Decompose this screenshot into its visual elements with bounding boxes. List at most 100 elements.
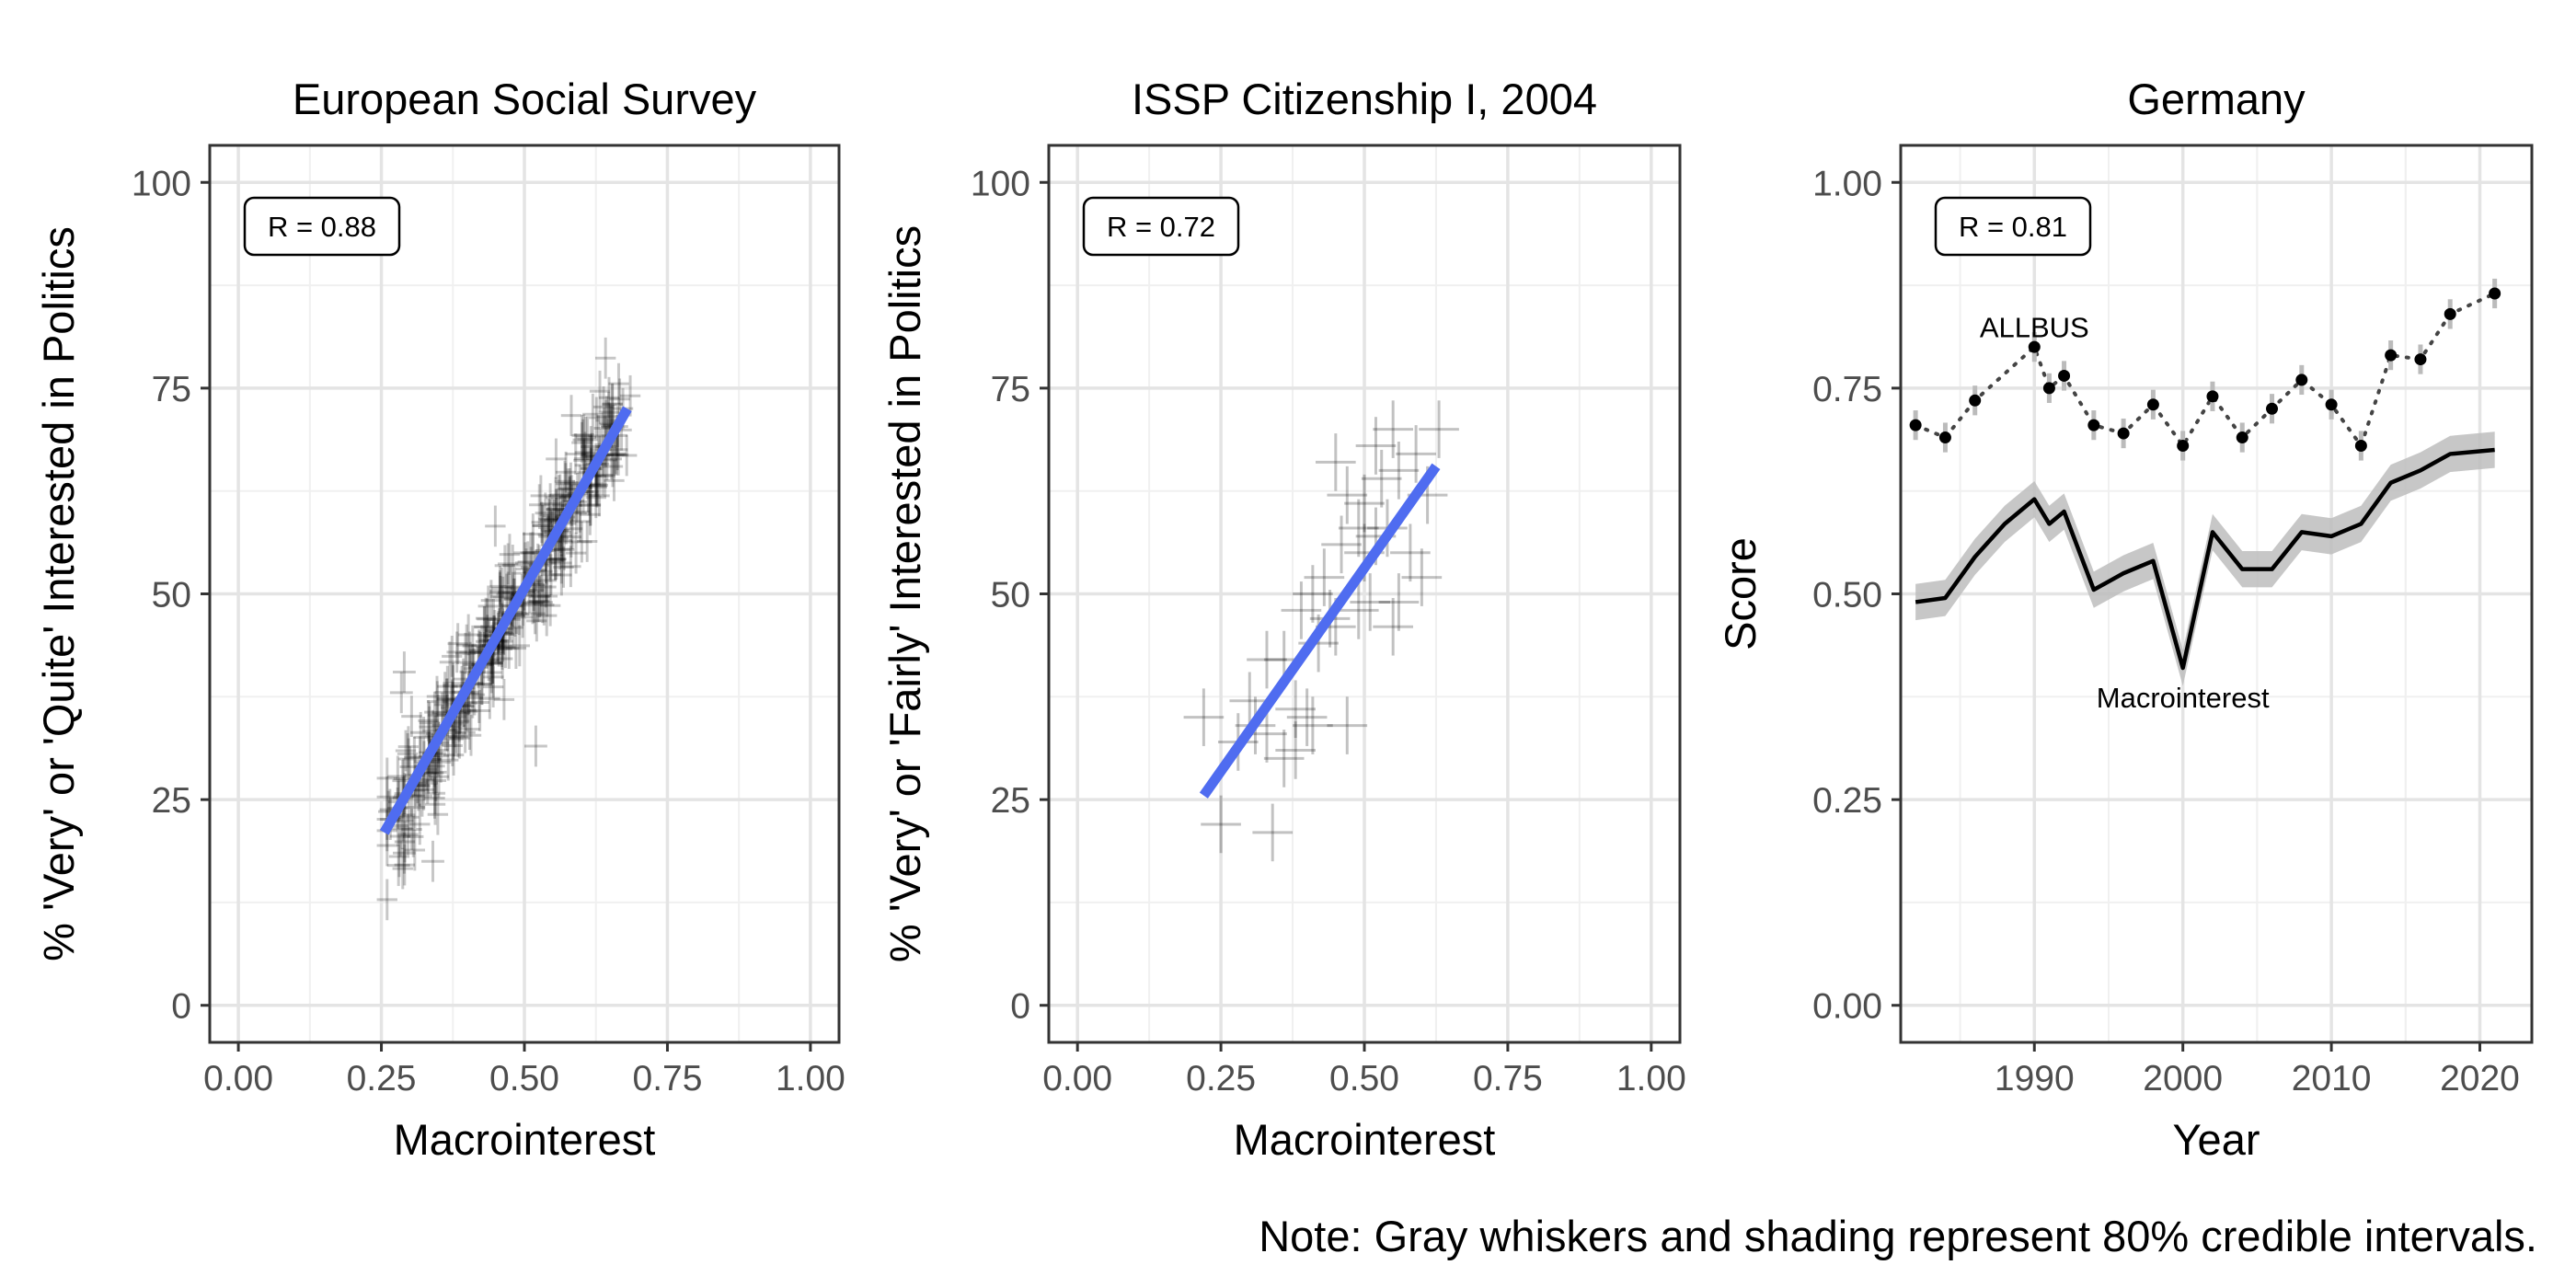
data-point xyxy=(417,762,438,804)
data-point xyxy=(489,570,511,612)
allbus-point xyxy=(2177,431,2190,461)
data-point xyxy=(447,623,468,665)
point-marker xyxy=(2325,398,2338,411)
data-point xyxy=(1304,548,1345,606)
point-marker xyxy=(2117,427,2130,440)
y-tick-label: 75 xyxy=(152,370,191,409)
data-point xyxy=(598,376,620,419)
data-point xyxy=(376,776,397,818)
allbus-point xyxy=(2354,431,2367,461)
data-point xyxy=(535,559,558,602)
point-marker xyxy=(2354,439,2367,452)
data-point xyxy=(409,803,431,845)
point-marker xyxy=(2087,419,2100,431)
data-point xyxy=(529,576,550,617)
data-point xyxy=(427,793,449,835)
y-tick-label: 50 xyxy=(991,576,1030,615)
gridlines xyxy=(1049,145,1680,1042)
allbus-point xyxy=(1969,385,1982,416)
data-point xyxy=(398,796,420,838)
data-point xyxy=(548,475,569,517)
point-marker xyxy=(2206,390,2219,403)
data-point xyxy=(529,484,550,526)
data-point xyxy=(594,454,615,497)
data-point xyxy=(489,576,512,617)
data-point xyxy=(1373,400,1414,458)
data-point xyxy=(445,712,466,753)
data-point xyxy=(397,738,420,780)
data-point xyxy=(554,460,576,502)
allbus-line xyxy=(1914,292,2497,450)
data-point xyxy=(1327,466,1368,524)
data-point xyxy=(1252,803,1294,862)
data-point xyxy=(539,584,561,627)
macrointerest-line xyxy=(1915,447,2495,671)
data-point xyxy=(436,678,457,720)
data-point xyxy=(546,438,567,480)
plot-data: ALLBUS Macrointerest xyxy=(1909,278,2501,714)
data-point xyxy=(1355,417,1397,475)
allbus-point xyxy=(2087,410,2100,441)
correlation-annotation: R = 0.72 xyxy=(1082,196,1240,257)
data-point xyxy=(554,529,575,570)
data-point xyxy=(605,433,627,476)
data-point xyxy=(560,462,581,504)
allbus-point xyxy=(2236,422,2248,453)
data-point xyxy=(596,396,617,438)
annotation-label: R = 0.81 xyxy=(1959,211,2067,243)
data-point xyxy=(523,513,544,555)
x-tick-label: 1.00 xyxy=(776,1059,845,1098)
data-point xyxy=(497,571,519,614)
data-point xyxy=(426,752,447,793)
data-point xyxy=(577,419,598,461)
data-point xyxy=(1286,688,1328,746)
data-point xyxy=(1419,400,1459,458)
point-marker xyxy=(1909,419,1922,431)
x-tick-label: 0.50 xyxy=(489,1059,559,1098)
data-point xyxy=(560,516,582,558)
data-point xyxy=(512,596,534,638)
point-marker xyxy=(2266,402,2279,415)
data-point xyxy=(573,440,594,481)
data-point xyxy=(401,809,422,850)
point-marker xyxy=(2414,353,2427,366)
allbus-point xyxy=(2295,364,2308,396)
data-point xyxy=(389,815,411,857)
correlation-annotation: R = 0.81 xyxy=(1934,196,2092,257)
data-point xyxy=(392,651,416,693)
data-point xyxy=(376,879,397,921)
data-point xyxy=(1378,442,1420,500)
data-point xyxy=(439,641,461,684)
point-marker xyxy=(2444,307,2456,320)
data-point xyxy=(489,572,511,614)
y-axis-title: Score xyxy=(1716,537,1765,650)
allbus-point xyxy=(1909,410,1922,441)
data-point xyxy=(545,539,566,581)
data-point xyxy=(442,636,463,677)
x-tick-label: 0.25 xyxy=(347,1059,417,1098)
data-point xyxy=(572,419,593,461)
data-point xyxy=(474,605,495,648)
allbus-point xyxy=(2414,344,2427,374)
data-point xyxy=(589,370,611,412)
data-point xyxy=(1263,730,1305,788)
data-point xyxy=(540,554,562,596)
data-point xyxy=(555,451,577,493)
data-point xyxy=(1293,565,1333,623)
data-point xyxy=(443,734,465,776)
data-point xyxy=(580,485,601,526)
series-label-allbus: ALLBUS xyxy=(1980,311,2089,343)
data-point xyxy=(1338,581,1379,639)
annotation-box xyxy=(243,196,401,257)
data-point xyxy=(437,665,458,707)
annotation-box xyxy=(1082,196,1240,257)
x-axis-title: Macrointerest xyxy=(1234,1115,1496,1164)
data-point xyxy=(401,696,422,738)
point-marker xyxy=(2236,431,2248,444)
x-tick-label: 0.75 xyxy=(633,1059,703,1098)
data-point xyxy=(536,575,558,617)
data-point xyxy=(526,600,547,642)
data-point xyxy=(481,651,502,694)
data-point xyxy=(569,500,591,543)
data-point xyxy=(604,432,627,475)
